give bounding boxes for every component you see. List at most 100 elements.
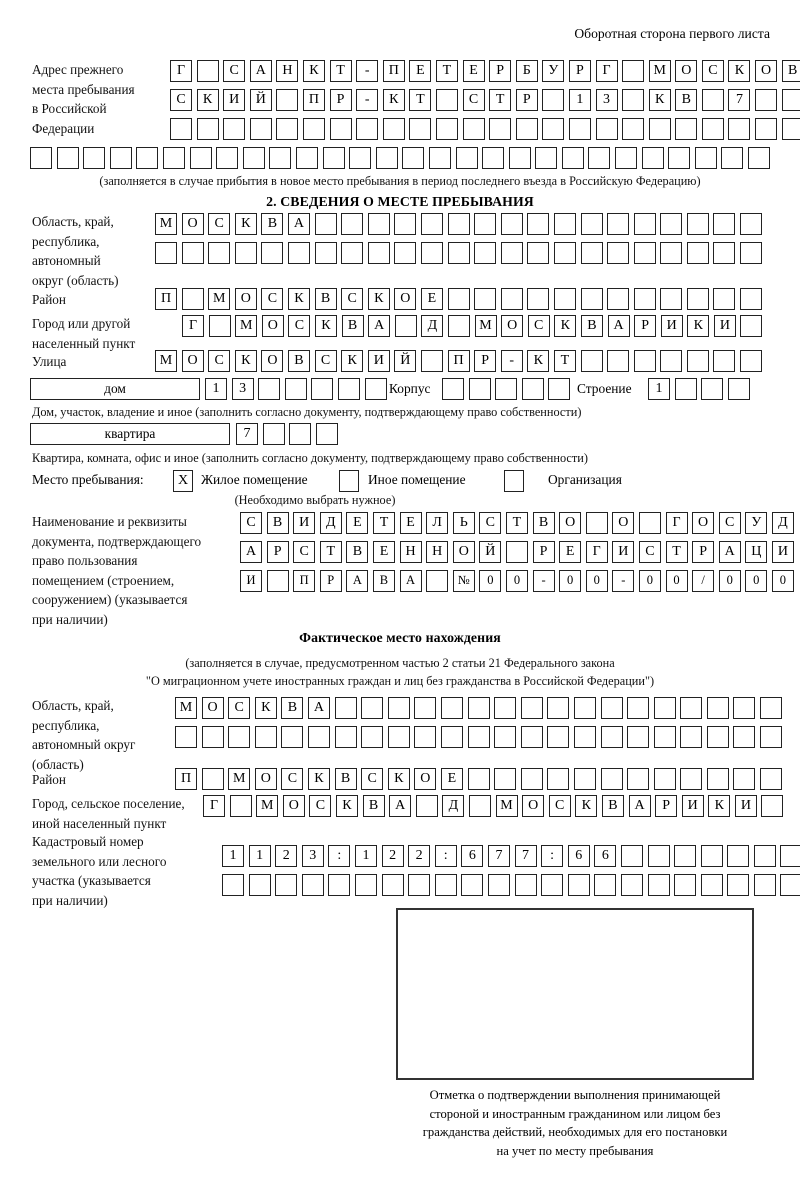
char-cell[interactable] bbox=[686, 242, 709, 264]
char-cell[interactable]: 3 bbox=[301, 845, 324, 867]
char-cell[interactable]: О bbox=[254, 768, 277, 790]
char-cell[interactable] bbox=[680, 768, 703, 790]
char-cell[interactable] bbox=[201, 726, 224, 748]
char-cell[interactable]: 0 bbox=[585, 570, 608, 592]
char-cell[interactable] bbox=[328, 874, 351, 896]
char-cell[interactable]: / bbox=[692, 570, 715, 592]
checkbox-inoe-pomeshchenie[interactable] bbox=[339, 470, 359, 492]
char-cell[interactable] bbox=[414, 726, 437, 748]
char-cell[interactable] bbox=[633, 242, 656, 264]
char-cell[interactable]: 0 bbox=[505, 570, 528, 592]
char-cell[interactable]: А bbox=[240, 541, 262, 563]
char-cell[interactable]: О bbox=[559, 512, 582, 534]
char-cell[interactable] bbox=[228, 726, 251, 748]
char-cell[interactable] bbox=[727, 378, 750, 400]
char-cell[interactable]: 6 bbox=[594, 845, 617, 867]
char-cell[interactable]: Д bbox=[442, 795, 465, 817]
char-cell[interactable]: П bbox=[382, 60, 405, 82]
char-cell[interactable] bbox=[440, 697, 463, 719]
char-cell[interactable]: : bbox=[434, 845, 457, 867]
char-cell[interactable] bbox=[494, 697, 517, 719]
char-cell[interactable] bbox=[760, 726, 783, 748]
char-cell[interactable] bbox=[500, 242, 523, 264]
char-cell[interactable]: П bbox=[447, 350, 470, 372]
char-cell[interactable]: : bbox=[328, 845, 351, 867]
char-cell[interactable] bbox=[680, 697, 703, 719]
char-cell[interactable]: С bbox=[281, 768, 304, 790]
char-cell[interactable] bbox=[500, 213, 523, 235]
char-cell[interactable]: Т bbox=[409, 89, 432, 111]
char-cell[interactable]: А bbox=[607, 315, 630, 337]
char-cell[interactable] bbox=[434, 874, 457, 896]
char-cell[interactable]: О bbox=[282, 795, 305, 817]
char-cell[interactable] bbox=[109, 147, 132, 169]
char-cell[interactable]: С bbox=[314, 350, 337, 372]
char-cell[interactable] bbox=[740, 213, 763, 235]
char-cell[interactable]: О bbox=[394, 288, 417, 310]
char-cell[interactable] bbox=[505, 541, 528, 563]
char-cell[interactable] bbox=[701, 89, 724, 111]
char-cell[interactable] bbox=[653, 697, 676, 719]
char-cell[interactable]: П bbox=[302, 89, 325, 111]
char-cell[interactable] bbox=[382, 118, 405, 140]
char-cell[interactable] bbox=[627, 697, 650, 719]
char-cell[interactable] bbox=[680, 726, 703, 748]
char-cell[interactable] bbox=[337, 378, 360, 400]
char-cell[interactable] bbox=[728, 118, 751, 140]
char-cell[interactable]: М bbox=[256, 795, 279, 817]
char-cell[interactable] bbox=[261, 242, 284, 264]
char-cell[interactable] bbox=[706, 726, 729, 748]
char-cell[interactable]: В bbox=[675, 89, 698, 111]
char-cell[interactable] bbox=[607, 288, 630, 310]
char-cell[interactable]: У bbox=[745, 512, 768, 534]
char-cell[interactable]: В bbox=[341, 315, 364, 337]
char-cell[interactable] bbox=[276, 89, 299, 111]
char-cell[interactable]: М bbox=[208, 288, 231, 310]
char-cell[interactable]: С bbox=[240, 512, 262, 534]
char-cell[interactable]: Н bbox=[399, 541, 422, 563]
char-cell[interactable] bbox=[494, 726, 517, 748]
char-cell[interactable]: Е bbox=[462, 60, 485, 82]
char-cell[interactable]: М bbox=[474, 315, 497, 337]
char-cell[interactable]: С bbox=[228, 697, 251, 719]
char-cell[interactable] bbox=[686, 288, 709, 310]
char-cell[interactable]: К bbox=[387, 768, 410, 790]
char-cell[interactable] bbox=[674, 378, 697, 400]
char-cell[interactable] bbox=[713, 288, 736, 310]
char-cell[interactable] bbox=[30, 147, 52, 169]
char-cell[interactable] bbox=[781, 118, 800, 140]
char-cell[interactable]: В bbox=[346, 541, 369, 563]
char-cell[interactable] bbox=[467, 697, 490, 719]
char-cell[interactable] bbox=[733, 697, 756, 719]
char-cell[interactable]: Е bbox=[420, 288, 443, 310]
char-cell[interactable]: И bbox=[660, 315, 683, 337]
char-cell[interactable]: К bbox=[728, 60, 751, 82]
char-cell[interactable] bbox=[595, 118, 618, 140]
char-cell[interactable] bbox=[660, 350, 683, 372]
char-cell[interactable] bbox=[748, 147, 771, 169]
char-cell[interactable] bbox=[740, 288, 763, 310]
char-cell[interactable]: 3 bbox=[595, 89, 618, 111]
char-cell[interactable] bbox=[660, 213, 683, 235]
char-cell[interactable]: Р bbox=[474, 350, 497, 372]
char-cell[interactable]: К bbox=[554, 315, 577, 337]
char-cell[interactable]: Т bbox=[319, 541, 342, 563]
char-cell[interactable]: Д bbox=[421, 315, 444, 337]
char-cell[interactable] bbox=[588, 147, 611, 169]
char-cell[interactable] bbox=[674, 874, 697, 896]
char-cell[interactable]: Й bbox=[479, 541, 502, 563]
char-cell[interactable]: С bbox=[261, 288, 284, 310]
char-cell[interactable] bbox=[474, 213, 497, 235]
char-cell[interactable]: К bbox=[335, 795, 358, 817]
char-cell[interactable] bbox=[354, 874, 377, 896]
char-cell[interactable]: С bbox=[208, 213, 231, 235]
char-cell[interactable] bbox=[668, 147, 691, 169]
char-cell[interactable]: А bbox=[628, 795, 651, 817]
char-cell[interactable] bbox=[223, 118, 246, 140]
char-cell[interactable] bbox=[249, 118, 272, 140]
char-cell[interactable] bbox=[447, 242, 470, 264]
char-cell[interactable]: 1 bbox=[222, 845, 244, 867]
